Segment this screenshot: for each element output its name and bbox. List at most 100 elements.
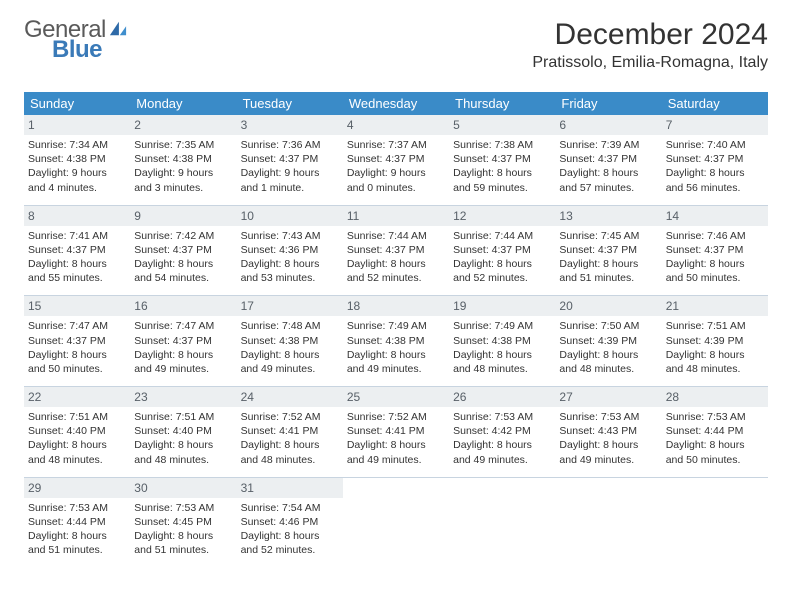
day-number: 3 bbox=[237, 115, 343, 135]
day-cell: 12 Sunrise: 7:44 AMSunset: 4:37 PMDayligh… bbox=[449, 206, 555, 296]
day-number: 20 bbox=[555, 296, 661, 316]
day-cell: 8Sunrise: 7:41 AMSunset: 4:37 PMDaylight… bbox=[24, 206, 130, 296]
day-cell: 10Sunrise: 7:43 AMSunset: 4:36 PMDayligh… bbox=[237, 206, 343, 296]
day-cell bbox=[662, 478, 768, 568]
day-number: 11 bbox=[343, 206, 449, 226]
day-number: 17 bbox=[237, 296, 343, 316]
day-cell: 22 Sunrise: 7:51 AMSunset: 4:40 PMDayligh… bbox=[24, 387, 130, 477]
day-number: 22 bbox=[24, 387, 130, 407]
day-number: 15 bbox=[24, 296, 130, 316]
dow-tuesday: Tuesday bbox=[237, 92, 343, 115]
logo: GeneralBlue bbox=[24, 18, 128, 62]
day-cell: 19Sunrise: 7:49 AMSunset: 4:38 PMDayligh… bbox=[449, 296, 555, 386]
week-row: 22Sunrise: 7:51 AMSunset: 4:40 PMDayligh… bbox=[24, 387, 768, 478]
day-details: Sunrise: 7:52 AMSunset: 4:41 PMDaylight:… bbox=[347, 410, 445, 467]
day-details: Sunrise: 7:50 AMSunset: 4:39 PMDaylight:… bbox=[559, 319, 657, 376]
day-details: Sunrise: 7:35 AMSunset: 4:38 PMDaylight:… bbox=[134, 138, 232, 195]
week-row: 15Sunrise: 7:47 AMSunset: 4:37 PMDayligh… bbox=[24, 296, 768, 387]
calendar: Sunday Monday Tuesday Wednesday Thursday… bbox=[24, 92, 768, 567]
day-cell: 4Sunrise: 7:37 AMSunset: 4:37 PMDaylight… bbox=[343, 115, 449, 205]
day-details: Sunrise: 7:44 AMSunset: 4:37 PMDaylight:… bbox=[347, 229, 445, 286]
day-number: 7 bbox=[662, 115, 768, 135]
day-cell bbox=[343, 478, 449, 568]
day-details: Sunrise: 7:53 AMSunset: 4:43 PMDaylight:… bbox=[559, 410, 657, 467]
day-cell: 29 Sunrise: 7:53 AMSunset: 4:44 PMDayligh… bbox=[24, 478, 130, 568]
day-details: Sunrise: 7:41 AMSunset: 4:37 PMDaylight:… bbox=[28, 229, 126, 286]
day-details: Sunrise: 7:40 AMSunset: 4:37 PMDaylight:… bbox=[666, 138, 764, 195]
day-number: 21 bbox=[662, 296, 768, 316]
dow-wednesday: Wednesday bbox=[343, 92, 449, 115]
day-details: Sunrise: 7:49 AMSunset: 4:38 PMDaylight:… bbox=[347, 319, 445, 376]
day-number: 30 bbox=[130, 478, 236, 498]
day-number: 18 bbox=[343, 296, 449, 316]
dow-thursday: Thursday bbox=[449, 92, 555, 115]
day-number: 23 bbox=[130, 387, 236, 407]
day-cell: 20 Sunrise: 7:50 AMSunset: 4:39 PMDayligh… bbox=[555, 296, 661, 386]
month-title: December 2024 bbox=[532, 18, 768, 52]
day-cell: 18 Sunrise: 7:49 AMSunset: 4:38 PMDayligh… bbox=[343, 296, 449, 386]
dow-monday: Monday bbox=[130, 92, 236, 115]
day-number: 1 bbox=[24, 115, 130, 135]
day-of-week-header: Sunday Monday Tuesday Wednesday Thursday… bbox=[24, 92, 768, 115]
day-cell bbox=[449, 478, 555, 568]
day-cell: 24 Sunrise: 7:52 AMSunset: 4:41 PMDayligh… bbox=[237, 387, 343, 477]
day-number: 24 bbox=[237, 387, 343, 407]
day-cell: 30 Sunrise: 7:53 AMSunset: 4:45 PMDayligh… bbox=[130, 478, 236, 568]
day-cell: 11 Sunrise: 7:44 AMSunset: 4:37 PMDayligh… bbox=[343, 206, 449, 296]
day-number: 28 bbox=[662, 387, 768, 407]
day-details: Sunrise: 7:53 AMSunset: 4:44 PMDaylight:… bbox=[28, 501, 126, 558]
day-details: Sunrise: 7:38 AMSunset: 4:37 PMDaylight:… bbox=[453, 138, 551, 195]
day-details: Sunrise: 7:44 AMSunset: 4:37 PMDaylight:… bbox=[453, 229, 551, 286]
day-cell: 17 Sunrise: 7:48 AMSunset: 4:38 PMDayligh… bbox=[237, 296, 343, 386]
day-details: Sunrise: 7:46 AMSunset: 4:37 PMDaylight:… bbox=[666, 229, 764, 286]
logo-sail-icon bbox=[108, 18, 128, 42]
day-details: Sunrise: 7:51 AMSunset: 4:40 PMDaylight:… bbox=[28, 410, 126, 467]
day-number: 9 bbox=[130, 206, 236, 226]
title-block: December 2024 Pratissolo, Emilia-Romagna… bbox=[532, 18, 768, 72]
day-cell: 13 Sunrise: 7:45 AMSunset: 4:37 PMDayligh… bbox=[555, 206, 661, 296]
weeks-container: 1 Sunrise: 7:34 AMSunset: 4:38 PMDaylight… bbox=[24, 115, 768, 567]
day-details: Sunrise: 7:42 AMSunset: 4:37 PMDaylight:… bbox=[134, 229, 232, 286]
day-details: Sunrise: 7:48 AMSunset: 4:38 PMDaylight:… bbox=[241, 319, 339, 376]
day-details: Sunrise: 7:53 AMSunset: 4:42 PMDaylight:… bbox=[453, 410, 551, 467]
day-cell: 25Sunrise: 7:52 AMSunset: 4:41 PMDayligh… bbox=[343, 387, 449, 477]
day-number: 13 bbox=[555, 206, 661, 226]
day-cell: 3 Sunrise: 7:36 AMSunset: 4:37 PMDaylight… bbox=[237, 115, 343, 205]
dow-friday: Friday bbox=[555, 92, 661, 115]
day-details: Sunrise: 7:54 AMSunset: 4:46 PMDaylight:… bbox=[241, 501, 339, 558]
day-cell: 16Sunrise: 7:47 AMSunset: 4:37 PMDayligh… bbox=[130, 296, 236, 386]
day-number: 6 bbox=[555, 115, 661, 135]
day-details: Sunrise: 7:34 AMSunset: 4:38 PMDaylight:… bbox=[28, 138, 126, 195]
day-cell: 1 Sunrise: 7:34 AMSunset: 4:38 PMDaylight… bbox=[24, 115, 130, 205]
day-cell: 14 Sunrise: 7:46 AMSunset: 4:37 PMDayligh… bbox=[662, 206, 768, 296]
day-cell: 15 Sunrise: 7:47 AMSunset: 4:37 PMDayligh… bbox=[24, 296, 130, 386]
day-cell: 31Sunrise: 7:54 AMSunset: 4:46 PMDayligh… bbox=[237, 478, 343, 568]
day-details: Sunrise: 7:39 AMSunset: 4:37 PMDaylight:… bbox=[559, 138, 657, 195]
day-details: Sunrise: 7:53 AMSunset: 4:45 PMDaylight:… bbox=[134, 501, 232, 558]
day-details: Sunrise: 7:47 AMSunset: 4:37 PMDaylight:… bbox=[28, 319, 126, 376]
day-number: 5 bbox=[449, 115, 555, 135]
day-number: 29 bbox=[24, 478, 130, 498]
day-details: Sunrise: 7:43 AMSunset: 4:36 PMDaylight:… bbox=[241, 229, 339, 286]
day-details: Sunrise: 7:52 AMSunset: 4:41 PMDaylight:… bbox=[241, 410, 339, 467]
day-number: 27 bbox=[555, 387, 661, 407]
week-row: 29 Sunrise: 7:53 AMSunset: 4:44 PMDayligh… bbox=[24, 478, 768, 568]
week-row: 1 Sunrise: 7:34 AMSunset: 4:38 PMDaylight… bbox=[24, 115, 768, 206]
day-cell: 23 Sunrise: 7:51 AMSunset: 4:40 PMDayligh… bbox=[130, 387, 236, 477]
day-details: Sunrise: 7:49 AMSunset: 4:38 PMDaylight:… bbox=[453, 319, 551, 376]
day-number: 4 bbox=[343, 115, 449, 135]
day-cell bbox=[555, 478, 661, 568]
day-cell: 9 Sunrise: 7:42 AMSunset: 4:37 PMDaylight… bbox=[130, 206, 236, 296]
day-cell: 21Sunrise: 7:51 AMSunset: 4:39 PMDayligh… bbox=[662, 296, 768, 386]
dow-sunday: Sunday bbox=[24, 92, 130, 115]
day-number: 12 bbox=[449, 206, 555, 226]
day-cell: 27 Sunrise: 7:53 AMSunset: 4:43 PMDayligh… bbox=[555, 387, 661, 477]
location: Pratissolo, Emilia-Romagna, Italy bbox=[532, 54, 768, 72]
day-details: Sunrise: 7:36 AMSunset: 4:37 PMDaylight:… bbox=[241, 138, 339, 195]
day-details: Sunrise: 7:47 AMSunset: 4:37 PMDaylight:… bbox=[134, 319, 232, 376]
day-details: Sunrise: 7:45 AMSunset: 4:37 PMDaylight:… bbox=[559, 229, 657, 286]
day-cell: 2Sunrise: 7:35 AMSunset: 4:38 PMDaylight… bbox=[130, 115, 236, 205]
day-cell: 6 Sunrise: 7:39 AMSunset: 4:37 PMDaylight… bbox=[555, 115, 661, 205]
day-details: Sunrise: 7:51 AMSunset: 4:40 PMDaylight:… bbox=[134, 410, 232, 467]
day-number: 14 bbox=[662, 206, 768, 226]
